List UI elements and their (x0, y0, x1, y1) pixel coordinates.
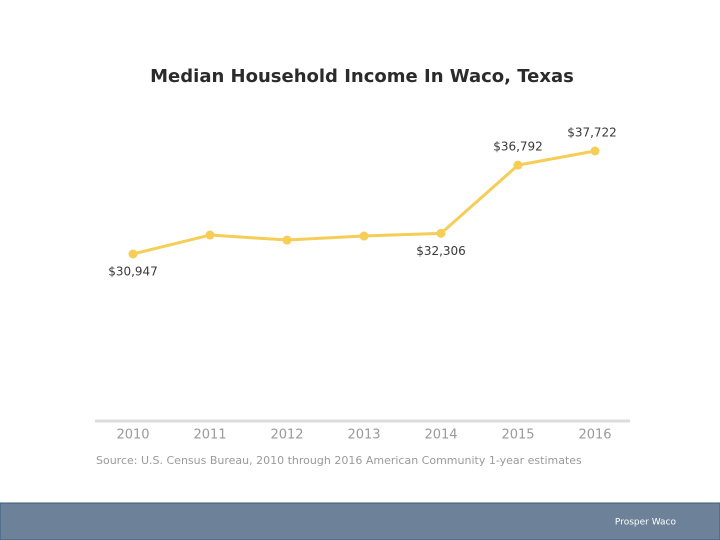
data-label: $36,792 (493, 140, 543, 154)
data-label: $37,722 (567, 126, 617, 140)
chart-title: Median Household Income In Waco, Texas (150, 66, 574, 87)
source-note: Source: U.S. Census Bureau, 2010 through… (96, 454, 582, 467)
data-label: $32,306 (416, 244, 466, 258)
x-tick-label: 2016 (578, 428, 611, 443)
point (513, 160, 523, 170)
x-tick-label: 2014 (424, 428, 457, 443)
point (590, 146, 600, 156)
point (205, 230, 215, 240)
x-tick-label: 2013 (347, 428, 380, 443)
footer-bar (0, 502, 720, 540)
x-tick-label: 2010 (116, 428, 149, 443)
footer-text: Prosper Waco (615, 518, 677, 528)
x-tick-label: 2012 (270, 428, 303, 443)
point (128, 249, 138, 259)
point (359, 231, 369, 241)
data-label: $30,947 (108, 265, 158, 279)
point (436, 228, 446, 238)
x-tick-label: 2015 (501, 428, 534, 443)
point (282, 235, 292, 245)
x-tick-label: 2011 (193, 428, 226, 443)
